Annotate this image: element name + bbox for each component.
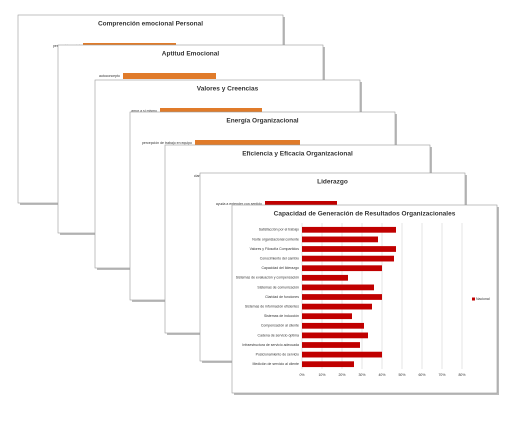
y-tick-label: Sistemas de información eficientes	[245, 305, 299, 309]
bar	[302, 342, 360, 348]
bar	[302, 274, 348, 281]
x-tick-label: 10%	[318, 373, 325, 377]
y-tick-label: Claridad de funciones	[265, 295, 299, 299]
y-tick-label: amor a sí mismo	[131, 109, 157, 113]
y-tick-label: Sistemas de inducción	[264, 314, 299, 318]
y-tick-label: Capacidad del liderazgo	[261, 266, 299, 270]
chart-title: Comprención emocional Personal	[98, 21, 203, 28]
bar	[195, 140, 300, 146]
x-tick-label: 60%	[418, 373, 425, 377]
y-tick-label: Valores y Filosofía Compartidos	[250, 247, 300, 251]
x-tick-label: 30%	[358, 373, 365, 377]
bar	[265, 201, 337, 207]
bar	[302, 351, 382, 358]
bar	[302, 322, 364, 329]
y-tick-label: Posicionamiento de servicio	[256, 353, 299, 357]
bar	[302, 294, 382, 300]
bar	[302, 284, 374, 291]
bar	[302, 303, 372, 310]
y-tick-label: Cadena de servicio óptima	[258, 333, 299, 337]
y-tick-label: Conocimiento del cambio	[260, 257, 299, 261]
y-tick-label: Satisfacción por el trabajo	[259, 228, 299, 232]
y-tick-label: Compensación al cliente	[261, 324, 299, 328]
y-tick-label: Sistemas de evaluación y compensación	[236, 276, 299, 280]
y-tick-label: Sistemas de comunicación	[257, 285, 299, 289]
y-tick-label: ayuda a entender con sentido	[216, 202, 262, 206]
bar	[123, 73, 216, 79]
bar	[302, 332, 368, 339]
x-tick-label: 50%	[398, 373, 405, 377]
chart-title: Liderazgo	[317, 179, 348, 186]
y-tick-label: autoconcepto	[99, 74, 120, 78]
chart-title: Energía Organizacional	[226, 118, 298, 125]
chart-title: Aptitud Emocional	[162, 51, 220, 58]
bar	[302, 313, 352, 320]
y-tick-label: Infraestructura de servicio adecuada	[242, 343, 299, 347]
bar	[302, 255, 394, 262]
bar	[302, 361, 354, 368]
x-tick-label: 20%	[338, 373, 345, 377]
bar	[302, 246, 396, 252]
x-tick-label: 70%	[438, 373, 445, 377]
y-tick-label: Medición de servicio al cliente	[253, 362, 300, 366]
chart-title: Valores y Creencias	[197, 86, 259, 93]
x-tick-label: 40%	[378, 373, 385, 377]
legend-swatch	[472, 297, 475, 301]
x-tick-label: 0%	[299, 373, 304, 377]
chart-title: Eficiencia y Eficacia Organizacional	[242, 151, 353, 158]
bar	[302, 265, 382, 272]
bar	[302, 236, 378, 243]
x-tick-label: 80%	[458, 373, 465, 377]
chart-title: Capacidad de Generación de Resultados Or…	[274, 211, 456, 218]
y-tick-label: Norte organizacional corriente	[252, 237, 299, 241]
bar	[302, 226, 396, 233]
legend-label: Nacional	[476, 297, 490, 301]
bar	[160, 108, 262, 114]
y-tick-label: percepción de trabajo en equipo	[142, 141, 192, 145]
